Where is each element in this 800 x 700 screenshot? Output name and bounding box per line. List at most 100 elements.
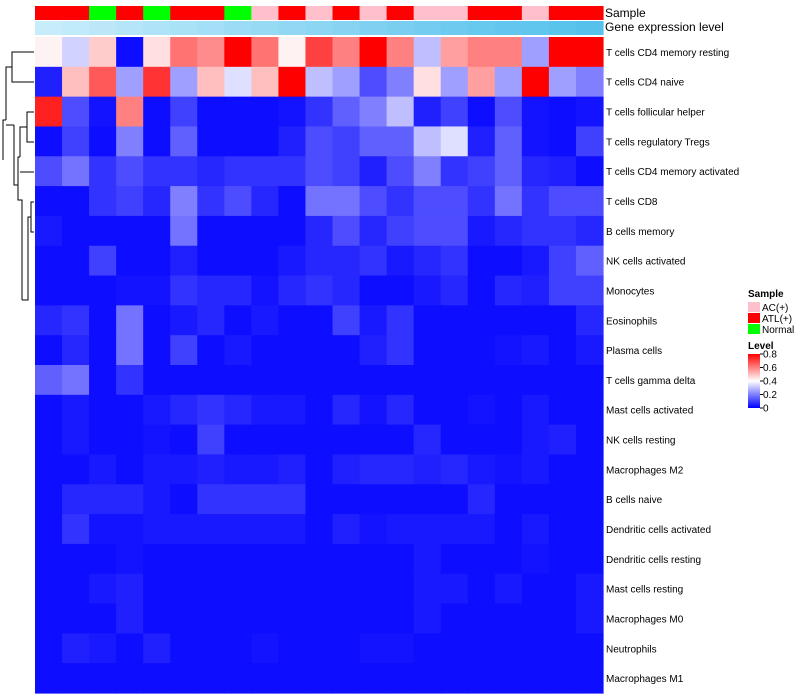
level-legend: Level 0.8 0.6 0.4 0.2 0 <box>748 341 777 415</box>
heatmap-cell <box>143 454 171 485</box>
heatmap-cell <box>278 335 307 366</box>
heatmap-cell <box>521 514 550 545</box>
heatmap-cell <box>386 424 415 456</box>
heatmap-cell <box>305 484 334 515</box>
sample-legend-swatch <box>748 302 760 312</box>
heatmap-cell <box>494 156 523 187</box>
expression-annotation-cell <box>521 21 550 35</box>
heatmap-cell <box>359 424 388 456</box>
heatmap-cell <box>494 305 523 336</box>
heatmap-cell <box>386 573 415 605</box>
heatmap-cell <box>224 484 252 515</box>
heatmap-cell <box>332 245 361 277</box>
heatmap-cell <box>548 603 577 634</box>
row-label: Monocytes <box>606 286 654 297</box>
heatmap-cell <box>521 454 550 485</box>
heatmap-cell <box>494 394 523 426</box>
heatmap-cell <box>305 66 334 98</box>
heatmap-cell <box>386 37 415 68</box>
heatmap-cell <box>386 514 415 545</box>
heatmap-cell <box>332 573 361 605</box>
heatmap-cell <box>197 573 225 605</box>
heatmap-cell <box>440 633 469 664</box>
heatmap-cell <box>224 245 252 277</box>
heatmap-cell <box>521 543 550 575</box>
heatmap-cell <box>251 424 280 456</box>
heatmap-cell <box>521 305 550 336</box>
heatmap-cell <box>224 365 252 396</box>
heatmap-cell <box>197 126 225 157</box>
heatmap-cell <box>575 275 604 306</box>
heatmap-cell <box>62 365 90 396</box>
sample-annotation-cell <box>467 6 496 20</box>
heatmap-cell <box>62 215 90 247</box>
heatmap-cell <box>359 186 388 217</box>
level-legend-tick-label: 0.4 <box>763 377 777 388</box>
expression-annotation-cell <box>305 21 334 35</box>
heatmap-cell <box>494 424 523 456</box>
heatmap-cell <box>62 275 90 306</box>
heatmap-cell <box>62 96 90 128</box>
heatmap-cell <box>467 394 496 426</box>
row-label: Dendritic cells resting <box>606 555 701 566</box>
heatmap-cell <box>143 305 171 336</box>
heatmap-cell <box>170 335 198 366</box>
heatmap-cell <box>521 633 550 664</box>
heatmap-cell <box>251 335 280 366</box>
heatmap-cell <box>116 37 144 68</box>
heatmap-cell <box>278 305 307 336</box>
heatmap-cell <box>467 424 496 456</box>
heatmap-cell <box>278 454 307 485</box>
heatmap-cell <box>143 186 171 217</box>
heatmap-cell <box>359 126 388 157</box>
heatmap-cell <box>359 603 388 634</box>
expression-annotation-cell <box>332 21 361 35</box>
heatmap-cell <box>494 573 523 605</box>
heatmap-cell <box>224 394 252 426</box>
expression-annotation-cell <box>278 21 307 35</box>
heatmap-cell <box>413 37 442 68</box>
heatmap-cell <box>386 186 415 217</box>
heatmap-cell <box>35 424 63 456</box>
heatmap-cell <box>440 275 469 306</box>
sample-legend: Sample AC(+)ATL(+)Normal <box>748 289 794 336</box>
heatmap-cell <box>467 37 496 68</box>
heatmap-cell <box>386 365 415 396</box>
heatmap-cell <box>332 186 361 217</box>
heatmap-cell <box>467 573 496 605</box>
row-label: Macrophages M0 <box>606 614 684 625</box>
heatmap-cell <box>197 424 225 456</box>
heatmap-cell <box>251 275 280 306</box>
heatmap-cell <box>575 245 604 277</box>
heatmap-cell <box>548 543 577 575</box>
expression-annotation-cell <box>89 21 117 35</box>
heatmap-cell <box>197 484 225 515</box>
heatmap-cell <box>386 663 415 694</box>
heatmap-cell <box>224 156 252 187</box>
heatmap-cell <box>548 96 577 128</box>
heatmap-cell <box>305 126 334 157</box>
heatmap-cell <box>467 186 496 217</box>
heatmap-cell <box>224 573 252 605</box>
sample-legend-label: AC(+) <box>762 303 788 314</box>
heatmap-cell <box>170 573 198 605</box>
heatmap-cell <box>251 305 280 336</box>
heatmap-cell <box>386 335 415 366</box>
heatmap-cell <box>62 543 90 575</box>
level-legend-tick-label: 0 <box>763 404 769 415</box>
heatmap-cell <box>89 394 117 426</box>
heatmap-cell <box>116 156 144 187</box>
heatmap-cell <box>251 156 280 187</box>
heatmap-cell <box>143 573 171 605</box>
heatmap-cell <box>359 245 388 277</box>
row-label: B cells naive <box>606 495 663 506</box>
row-label: T cells CD4 naive <box>606 78 685 89</box>
sample-annotation-cell <box>170 6 198 20</box>
heatmap-cell <box>35 603 63 634</box>
heatmap-cell <box>467 335 496 366</box>
heatmap-cell <box>575 543 604 575</box>
heatmap-cell <box>467 633 496 664</box>
expression-annotation-cell <box>62 21 90 35</box>
heatmap-cell <box>143 245 171 277</box>
heatmap-cell <box>521 484 550 515</box>
